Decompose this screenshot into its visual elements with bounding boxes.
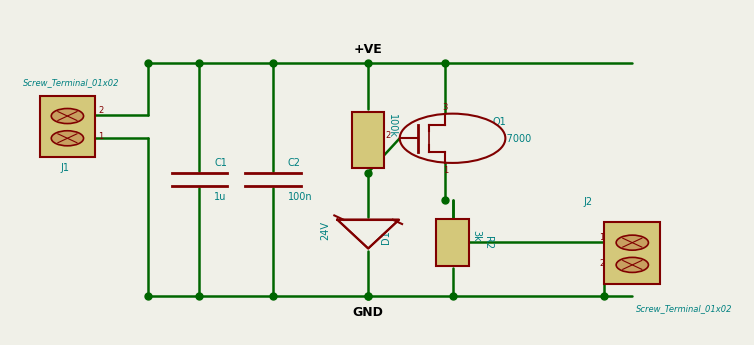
Text: R2: R2 — [483, 236, 493, 249]
Text: 3: 3 — [443, 103, 448, 112]
Circle shape — [51, 131, 84, 146]
Text: R1: R1 — [399, 134, 409, 147]
Text: GND: GND — [353, 306, 384, 319]
Circle shape — [616, 235, 648, 250]
Text: C1: C1 — [214, 158, 227, 168]
Text: 1: 1 — [98, 132, 103, 141]
Bar — [352, 112, 385, 168]
Circle shape — [400, 114, 505, 163]
Text: Screw_Terminal_01x02: Screw_Terminal_01x02 — [23, 78, 120, 87]
Text: C2: C2 — [287, 158, 301, 168]
Text: 2: 2 — [385, 131, 391, 140]
Text: 3k: 3k — [471, 230, 481, 242]
Bar — [437, 219, 469, 266]
Text: Q1: Q1 — [493, 117, 507, 127]
Text: +VE: +VE — [354, 43, 382, 56]
Text: 2N7000: 2N7000 — [493, 134, 531, 144]
Bar — [39, 96, 95, 157]
Circle shape — [51, 109, 84, 124]
Text: 1: 1 — [599, 233, 605, 242]
Text: 100k: 100k — [387, 114, 397, 138]
Text: 1u: 1u — [214, 192, 226, 202]
Text: Screw_Terminal_01x02: Screw_Terminal_01x02 — [636, 304, 732, 313]
Text: 1: 1 — [443, 166, 448, 175]
Text: J1: J1 — [60, 163, 69, 173]
Text: D1: D1 — [382, 231, 391, 244]
Text: J2: J2 — [584, 197, 593, 207]
Polygon shape — [337, 220, 399, 248]
Circle shape — [616, 257, 648, 273]
Text: 100n: 100n — [287, 192, 312, 202]
Text: 2: 2 — [98, 106, 103, 115]
Text: 24V: 24V — [320, 221, 330, 240]
Text: 2: 2 — [599, 259, 605, 268]
Bar — [605, 222, 661, 284]
